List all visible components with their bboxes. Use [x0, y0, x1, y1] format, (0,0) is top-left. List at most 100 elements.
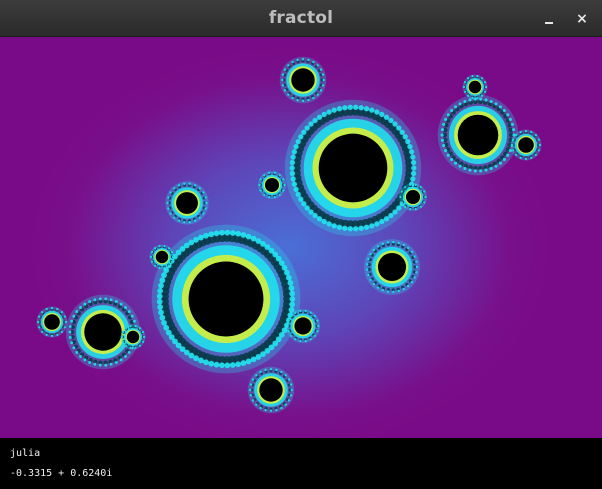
fractal-spike — [287, 93, 290, 96]
fractal-spike — [511, 128, 516, 132]
fractal-spike — [273, 195, 276, 199]
fractal-spike — [138, 327, 142, 330]
fractal-spike — [249, 388, 252, 392]
fractal-spike — [407, 143, 413, 150]
fractal-spike — [410, 280, 414, 284]
fractal-spike — [489, 166, 493, 171]
fractal-spike — [372, 282, 376, 286]
fractal-spike — [93, 298, 97, 302]
fractal-spike — [473, 99, 478, 105]
fractal-spike — [198, 357, 204, 364]
fractal-spike — [473, 169, 477, 173]
fractal-spike — [473, 165, 478, 171]
fractal-spike — [369, 252, 372, 256]
fractal-spike — [347, 226, 353, 232]
fractal-spike — [506, 153, 510, 157]
fractal-interior — [188, 261, 264, 337]
fractal-spike — [258, 183, 261, 187]
fractal-spike — [458, 164, 462, 168]
fractal-spike — [50, 334, 54, 338]
fractal-spike — [312, 117, 318, 124]
minimize-button[interactable] — [539, 9, 559, 29]
fractal-spike — [229, 230, 236, 236]
fractal-spike — [255, 238, 262, 244]
fractal-spike — [173, 187, 176, 190]
fractal-spike — [489, 99, 493, 104]
fractal-spike — [462, 85, 466, 89]
fractal-spike — [103, 299, 108, 304]
fractal-spike — [282, 289, 292, 299]
fractal-spike — [454, 105, 458, 109]
fractal-spike — [109, 298, 113, 302]
fractal-spike — [319, 89, 323, 92]
fractal-spike — [50, 306, 54, 310]
fractal-spike — [229, 362, 236, 368]
fractal-spike — [454, 161, 458, 165]
fractal-spike — [301, 58, 305, 61]
fractal-interior — [176, 192, 198, 214]
fractal-spike — [321, 73, 325, 76]
fractal-spike — [153, 264, 157, 267]
fractal-spike — [275, 368, 278, 372]
fractal-spike — [424, 195, 427, 199]
fractal-spike — [388, 117, 394, 124]
fractal-spike — [275, 408, 278, 412]
fractal-spike — [463, 99, 467, 104]
fractal-spike — [508, 127, 514, 133]
fractal-spike — [284, 269, 290, 276]
fractal-spike — [141, 331, 145, 334]
fractal-spike — [369, 278, 372, 282]
fractal-spike — [321, 84, 325, 87]
fractal-spike — [153, 247, 157, 250]
fractal-spike — [537, 149, 540, 152]
title-bar[interactable]: fractol × — [0, 0, 602, 37]
fractal-spike — [275, 336, 282, 343]
fractal-spike — [479, 169, 483, 173]
close-button[interactable]: × — [572, 9, 592, 29]
fractal-spike — [391, 242, 395, 246]
fractal-spike — [396, 205, 402, 211]
fractal-spike — [72, 346, 76, 350]
fractal-interior — [457, 114, 499, 156]
fractal-spike — [202, 212, 205, 215]
fractal-spike — [450, 108, 454, 113]
fractal-spike — [478, 99, 483, 105]
fractal-spike — [263, 174, 266, 177]
fractal-spike — [173, 216, 176, 219]
fractal-spike — [68, 325, 72, 328]
fractal-spike — [281, 78, 284, 82]
fractal-spike — [414, 207, 417, 211]
fractal-spike — [331, 107, 337, 113]
fractal-spike — [278, 174, 281, 177]
fractal-spike — [290, 315, 293, 318]
fractal-spike — [167, 196, 170, 199]
fractal-spike — [415, 271, 418, 274]
fractal-spike — [213, 230, 220, 237]
fractal-spike — [419, 186, 422, 189]
fractal-spike — [278, 260, 285, 267]
fractal-spike — [299, 339, 302, 343]
fractal-spike — [124, 306, 127, 310]
fractal-spike — [291, 149, 298, 155]
fractal-spike — [410, 170, 417, 177]
fractal-spike — [70, 319, 74, 323]
fractal-spike — [120, 335, 124, 339]
fractal-spike — [287, 399, 291, 402]
fractal-spike — [235, 361, 241, 368]
fractal-spike — [534, 134, 537, 137]
fractal-spike — [336, 106, 343, 112]
fractal-spike — [68, 336, 72, 339]
fractal-spike — [392, 209, 398, 215]
fractal-spike — [268, 344, 275, 351]
fractal-spike — [172, 338, 178, 345]
fractal-spike — [290, 334, 293, 337]
fractal-spike — [301, 99, 305, 102]
fractal-canvas[interactable] — [0, 37, 602, 438]
fractal-spike — [331, 223, 337, 229]
close-icon: × — [576, 11, 588, 27]
fractal-spike — [463, 166, 467, 171]
fractal-spike — [289, 383, 293, 386]
fractal-spike — [510, 143, 514, 147]
fractal-spike — [93, 362, 97, 366]
fractal-spike — [205, 201, 208, 205]
